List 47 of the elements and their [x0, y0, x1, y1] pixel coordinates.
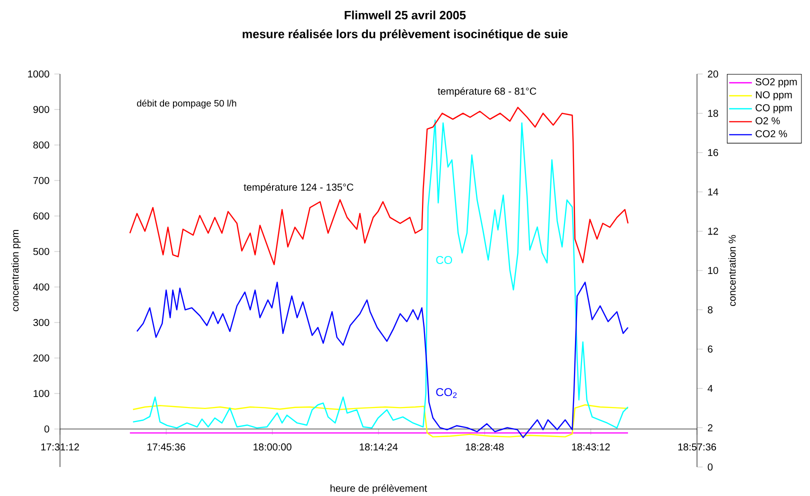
y2-tick-label: 8 [708, 306, 713, 314]
legend-label: SO2 ppm [756, 78, 797, 88]
x-axis-title: heure de prélèvement [330, 484, 428, 494]
y-tick-label: 400 [33, 283, 50, 291]
chart-subtitle: mesure réalisée lors du prélèvement isocinétique de suie [242, 29, 568, 41]
y2-tick-label: 4 [708, 384, 713, 392]
y-tick-label: 200 [33, 354, 50, 362]
y-tick-label: 600 [33, 212, 50, 220]
y2-tick-label: 0 [708, 463, 713, 471]
y-tick-label: 100 [34, 390, 50, 398]
legend-label: O2 % [756, 117, 780, 124]
chart-title: Flimwell 25 avril 2005 [344, 10, 466, 20]
legend-label: CO ppm [756, 104, 792, 114]
y-tick-label: 700 [33, 176, 50, 184]
x-tick-label: 18:14:24 [360, 443, 398, 450]
y2-tick-label: 14 [708, 188, 718, 196]
y-tick-label: 900 [33, 106, 50, 114]
line-series [132, 120, 629, 429]
y-axis-title: concentration ppm [11, 230, 21, 312]
legend-label: NO ppm [756, 91, 792, 100]
annotation: température 124 - 135°C [244, 183, 354, 193]
line-series [136, 282, 629, 438]
x-tick-label: 18:43:12 [572, 443, 610, 450]
line-series [129, 106, 629, 266]
y2-tick-label: 6 [708, 346, 713, 353]
y2-tick-label: 20 [708, 70, 718, 78]
legend-label: CO2 % [756, 130, 788, 138]
y-tick-label: 1000 [28, 70, 50, 78]
annotation: débit de pompage 50 l/h [137, 100, 236, 108]
y2-tick-label: 2 [708, 424, 712, 432]
x-tick-label: 18:00:00 [254, 443, 292, 450]
annotation: température 68 - 81°C [438, 87, 536, 97]
y2-tick-label: 10 [708, 266, 718, 274]
x-tick-label: 17:31:12 [41, 443, 79, 450]
y-tick-label: 800 [33, 141, 50, 149]
y-tick-label: 500 [33, 248, 50, 256]
annotation: CO [436, 256, 452, 264]
x-tick-label: 18:28:48 [466, 443, 504, 450]
line-series [132, 404, 629, 438]
x-tick-label: 17:45:36 [147, 443, 186, 450]
y2-axis-title: concentration % [728, 235, 736, 306]
y2-tick-label: 16 [708, 149, 718, 156]
y2-tick-label: 12 [708, 228, 718, 235]
y-tick-label: 300 [33, 318, 50, 326]
annotation: CO$_{2}$ [436, 388, 457, 398]
y-tick-label: 0 [44, 425, 50, 433]
y2-tick-label: 18 [708, 110, 718, 117]
